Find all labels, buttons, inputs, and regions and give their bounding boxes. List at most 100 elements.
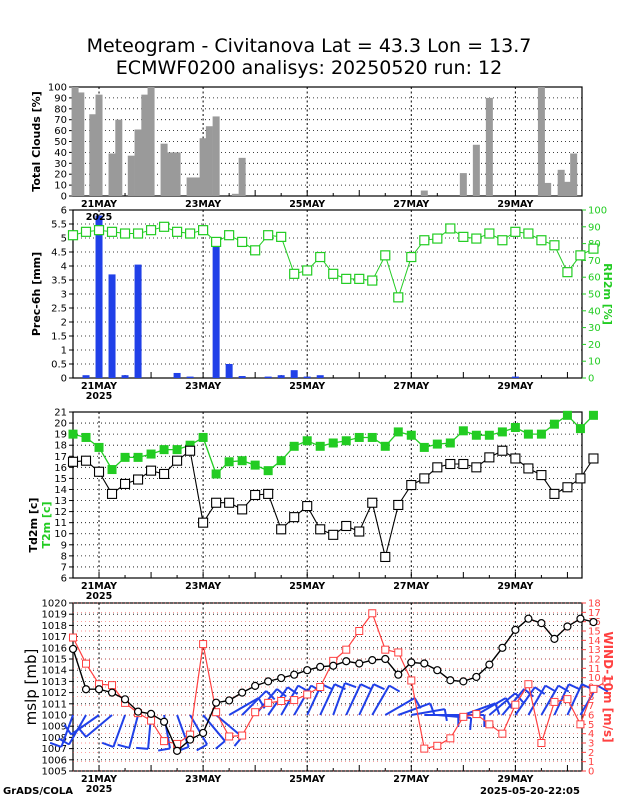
year-label: 2025: [86, 784, 112, 795]
wind-barb-flag: [58, 737, 70, 746]
time-tick-label: 27MAY: [393, 199, 429, 210]
rh-point: [119, 228, 131, 239]
rh-point: [419, 235, 430, 246]
t2m-point: [367, 432, 377, 442]
cloud-bar: [537, 87, 545, 196]
wind-barb-flag: [276, 688, 287, 698]
time-tick-label: 25MAY: [289, 581, 325, 592]
wind-point: [394, 648, 403, 657]
mslp-point: [146, 709, 156, 718]
rh-axis-label: RH2m [%]: [601, 263, 614, 325]
mslp-point: [212, 698, 221, 707]
wind-point: [225, 732, 234, 741]
clouds-axis-tick-label: 100: [48, 83, 67, 94]
time-tick-label: 29MAY: [497, 774, 533, 785]
wind-point: [251, 708, 260, 717]
mslp-axis-tick-label: 1012: [42, 688, 67, 699]
wind-barb: [553, 683, 570, 716]
wind-barb: [241, 690, 267, 716]
time-tick-label: 27MAY: [393, 774, 429, 785]
wind-point: [537, 739, 546, 747]
wind-barb: [319, 683, 336, 716]
precip-bar: [134, 264, 142, 378]
precip-axis-tick-label: 3.5: [51, 276, 67, 287]
wind-point: [290, 696, 299, 705]
cloud-bar: [173, 152, 181, 196]
clouds-axis-tick-label: 60: [54, 126, 67, 137]
rh-point: [302, 265, 313, 276]
wind-barb-flag: [136, 746, 149, 750]
wind-point: [368, 609, 377, 618]
clouds-axis-tick-label: 10: [54, 181, 67, 192]
td2m-point: [211, 497, 222, 508]
cloud-bar: [485, 97, 493, 196]
precip-bar: [95, 215, 103, 378]
td2m-point: [445, 458, 456, 470]
wind-point: [550, 697, 559, 706]
td2m-point: [406, 479, 417, 491]
wind-point: [602, 677, 611, 686]
cloud-bar: [544, 182, 552, 196]
td2m-point: [159, 468, 170, 480]
td2m-point: [432, 462, 443, 473]
rh-point: [380, 250, 391, 261]
rh-point: [588, 243, 599, 254]
wind-barb-flag: [117, 743, 130, 749]
t2m-point: [185, 440, 195, 450]
rh-axis-tick-label: 90: [588, 222, 601, 233]
t2m-point: [588, 410, 598, 420]
temp-axis-tick-label: 19: [54, 430, 67, 441]
year-label: 2025: [86, 391, 112, 402]
rh-point: [158, 221, 170, 232]
wind-barb: [371, 685, 391, 716]
mslp-point: [394, 670, 403, 679]
temp-axis-tick-label: 13: [54, 496, 67, 507]
rh-axis-tick-label: 10: [588, 357, 601, 368]
mslp-point: [407, 658, 416, 667]
wind-axis-tick-label: 7: [588, 701, 594, 712]
rh-point: [406, 251, 417, 263]
rh-point: [445, 223, 456, 234]
t2m-point: [133, 452, 143, 462]
t2m-point: [263, 466, 273, 476]
mslp-point: [225, 696, 234, 705]
mslp-point: [94, 685, 104, 694]
rh-point: [185, 228, 196, 239]
t2m-point: [94, 442, 104, 452]
mslp-point: [329, 661, 338, 670]
precip-bar: [316, 375, 324, 378]
footer-timestamp: 2025-05-20-22:05: [480, 786, 580, 797]
rh-point: [471, 233, 482, 244]
mslp-point: [472, 672, 481, 682]
wind-barb: [540, 685, 560, 716]
precip-bar: [186, 376, 194, 378]
wind-barb-flag: [344, 682, 357, 689]
rh-point: [523, 228, 534, 239]
t2m-point: [380, 441, 390, 451]
t2m-point: [68, 429, 78, 439]
td2m-point: [458, 458, 469, 470]
wind-barb: [85, 714, 113, 738]
td2m-point: [172, 455, 183, 466]
clouds-axis-label: Total Clouds [%]: [30, 91, 43, 191]
clouds-axis-tick-label: 20: [54, 170, 67, 181]
t2m-point: [289, 441, 299, 451]
wind-barb-flag: [388, 684, 401, 693]
cloud-bar: [205, 126, 213, 196]
clouds-axis-tick-label: 40: [54, 148, 67, 159]
rh-point: [67, 230, 79, 241]
wind-point: [498, 729, 507, 738]
wind-point: [199, 640, 208, 649]
t2m-point: [510, 422, 520, 432]
mslp-point: [537, 619, 546, 628]
cloud-bar: [71, 87, 79, 196]
cloud-bar: [160, 143, 168, 196]
mslp-axis-label: mslp [mb]: [22, 649, 40, 726]
td2m-point: [575, 473, 586, 484]
time-tick-label: 25MAY: [289, 199, 325, 210]
t2m-point: [211, 469, 221, 479]
wind-barb: [293, 685, 313, 716]
td2m-point: [484, 452, 495, 463]
precip-axis-tick-label: 4.5: [51, 248, 67, 259]
